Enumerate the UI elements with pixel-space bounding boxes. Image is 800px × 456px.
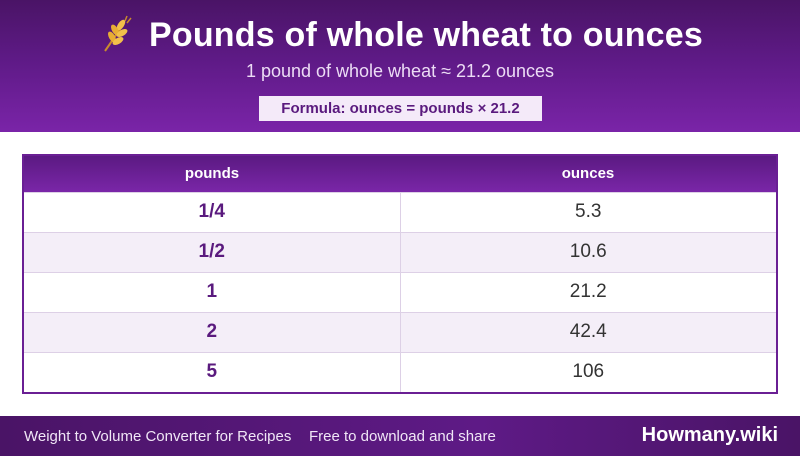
footer-bar: Weight to Volume Converter for Recipes F… bbox=[0, 416, 800, 456]
header-banner: Pounds of whole wheat to ounces 1 pound … bbox=[0, 0, 800, 132]
ounces-cell: 106 bbox=[400, 351, 776, 392]
ounces-cell: 21.2 bbox=[400, 271, 776, 312]
pounds-cell: 1/2 bbox=[24, 231, 401, 272]
pounds-cell: 2 bbox=[24, 311, 401, 352]
pounds-cell: 1 bbox=[24, 271, 401, 312]
table-row: 1/2 10.6 bbox=[24, 231, 776, 272]
conversion-table-grid: pounds ounces 1/4 5.3 1/2 10.6 1 21.2 2 … bbox=[24, 156, 776, 392]
pounds-cell: 1/4 bbox=[24, 191, 401, 232]
wheat-icon bbox=[97, 15, 137, 55]
column-header-ounces: ounces bbox=[561, 165, 615, 183]
table-row: 1 21.2 bbox=[24, 271, 776, 312]
table-header-row: pounds ounces bbox=[24, 156, 776, 192]
page-title: Pounds of whole wheat to ounces bbox=[148, 15, 703, 54]
column-header-pounds: pounds bbox=[184, 165, 240, 183]
title-row: Pounds of whole wheat to ounces bbox=[0, 13, 800, 57]
formula-badge: Formula: ounces = pounds × 21.2 bbox=[259, 96, 542, 121]
ounces-cell: 42.4 bbox=[400, 311, 776, 352]
table-row: 5 106 bbox=[24, 351, 776, 392]
ounces-cell: 5.3 bbox=[400, 191, 776, 232]
page-subtitle: 1 pound of whole wheat ≈ 21.2 ounces bbox=[245, 61, 555, 81]
table-row: 1/4 5.3 bbox=[24, 191, 776, 232]
table-row: 2 42.4 bbox=[24, 311, 776, 352]
footer-tagline: Free to download and share bbox=[309, 428, 496, 445]
footer-converter-link[interactable]: Weight to Volume Converter for Recipes bbox=[24, 428, 292, 445]
conversion-table: pounds ounces 1/4 5.3 1/2 10.6 1 21.2 2 … bbox=[22, 154, 778, 394]
brand-logo-text[interactable]: Howmany.wiki bbox=[641, 424, 778, 446]
pounds-cell: 5 bbox=[24, 351, 401, 392]
ounces-cell: 10.6 bbox=[400, 231, 776, 272]
